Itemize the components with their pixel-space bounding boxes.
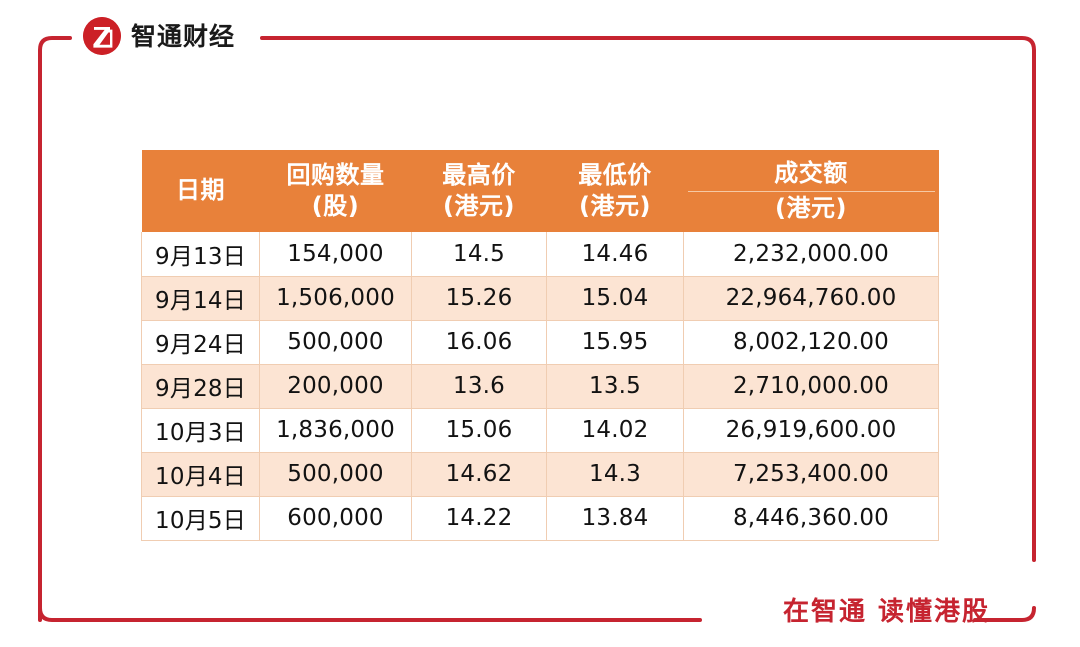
buyback-table: 日期 回购数量 (股) 最高价 (港元) 最低价 (港元) 成交额 (港元): [141, 150, 939, 542]
brand-header: 智通财经: [83, 16, 235, 56]
cell-high: 14.62: [411, 452, 547, 498]
table-row: 9月13日 154,000 14.5 14.46 2,232,000.00: [141, 232, 939, 278]
column-header-date: 日期: [141, 150, 260, 233]
table-row: 10月4日 500,000 14.62 14.3 7,253,400.00: [141, 452, 939, 498]
buyback-table-container: 日期 回购数量 (股) 最高价 (港元) 最低价 (港元) 成交额 (港元): [141, 150, 939, 542]
table-body: 9月13日 154,000 14.5 14.46 2,232,000.00 9月…: [141, 232, 939, 542]
cell-low: 15.95: [546, 320, 684, 366]
cell-date: 9月28日: [141, 364, 260, 410]
column-header-low-price: 最低价 (港元): [546, 150, 684, 233]
cell-date: 10月4日: [141, 452, 260, 498]
cell-amount: 2,232,000.00: [683, 232, 939, 278]
cell-date: 9月24日: [141, 320, 260, 366]
cell-low: 14.3: [546, 452, 684, 498]
header-line-2: (港元): [443, 191, 515, 220]
cell-date: 10月5日: [141, 496, 260, 542]
cell-amount: 7,253,400.00: [683, 452, 939, 498]
cell-date: 9月14日: [141, 276, 260, 322]
header-line-2: (港元): [775, 193, 847, 222]
cell-high: 14.5: [411, 232, 547, 278]
cell-low: 14.02: [546, 408, 684, 454]
header-line-2: (股): [311, 191, 360, 220]
cell-date: 9月13日: [141, 232, 260, 278]
header-line-1: 日期: [176, 176, 225, 205]
header-line-1: 最低价: [578, 161, 652, 189]
zhitong-monogram-icon: [83, 17, 121, 55]
cell-low: 14.46: [546, 232, 684, 278]
cell-amount: 8,446,360.00: [683, 496, 939, 542]
cell-qty: 600,000: [259, 496, 412, 542]
cell-amount: 26,919,600.00: [683, 408, 939, 454]
cell-low: 13.84: [546, 496, 684, 542]
cell-low: 15.04: [546, 276, 684, 322]
table-row: 9月14日 1,506,000 15.26 15.04 22,964,760.0…: [141, 276, 939, 322]
cell-high: 13.6: [411, 364, 547, 410]
cell-high: 14.22: [411, 496, 547, 542]
cell-qty: 500,000: [259, 452, 412, 498]
header-line-1: 成交额: [687, 158, 935, 192]
table-row: 9月24日 500,000 16.06 15.95 8,002,120.00: [141, 320, 939, 366]
cell-high: 15.06: [411, 408, 547, 454]
table-row: 9月28日 200,000 13.6 13.5 2,710,000.00: [141, 364, 939, 410]
column-header-quantity: 回购数量 (股): [259, 150, 412, 233]
cell-amount: 2,710,000.00: [683, 364, 939, 410]
table-row: 10月5日 600,000 14.22 13.84 8,446,360.00: [141, 496, 939, 542]
cell-high: 16.06: [411, 320, 547, 366]
cell-high: 15.26: [411, 276, 547, 322]
brand-name: 智通财经: [131, 21, 236, 51]
cell-qty: 200,000: [259, 364, 412, 410]
cell-amount: 8,002,120.00: [683, 320, 939, 366]
column-header-high-price: 最高价 (港元): [411, 150, 547, 233]
cell-low: 13.5: [546, 364, 684, 410]
column-header-amount: 成交额 (港元): [683, 150, 939, 233]
cell-qty: 1,506,000: [259, 276, 412, 322]
cell-date: 10月3日: [141, 408, 260, 454]
cell-qty: 500,000: [259, 320, 412, 366]
table-header-row: 日期 回购数量 (股) 最高价 (港元) 最低价 (港元) 成交额 (港元): [141, 150, 939, 233]
cell-qty: 1,836,000: [259, 408, 412, 454]
header-line-1: 最高价: [442, 161, 516, 189]
table-row: 10月3日 1,836,000 15.06 14.02 26,919,600.0…: [141, 408, 939, 454]
header-line-1: 回购数量: [286, 161, 385, 189]
cell-amount: 22,964,760.00: [683, 276, 939, 322]
header-line-2: (港元): [579, 191, 651, 220]
cell-qty: 154,000: [259, 232, 412, 278]
tagline: 在智通 读懂港股: [782, 597, 990, 627]
